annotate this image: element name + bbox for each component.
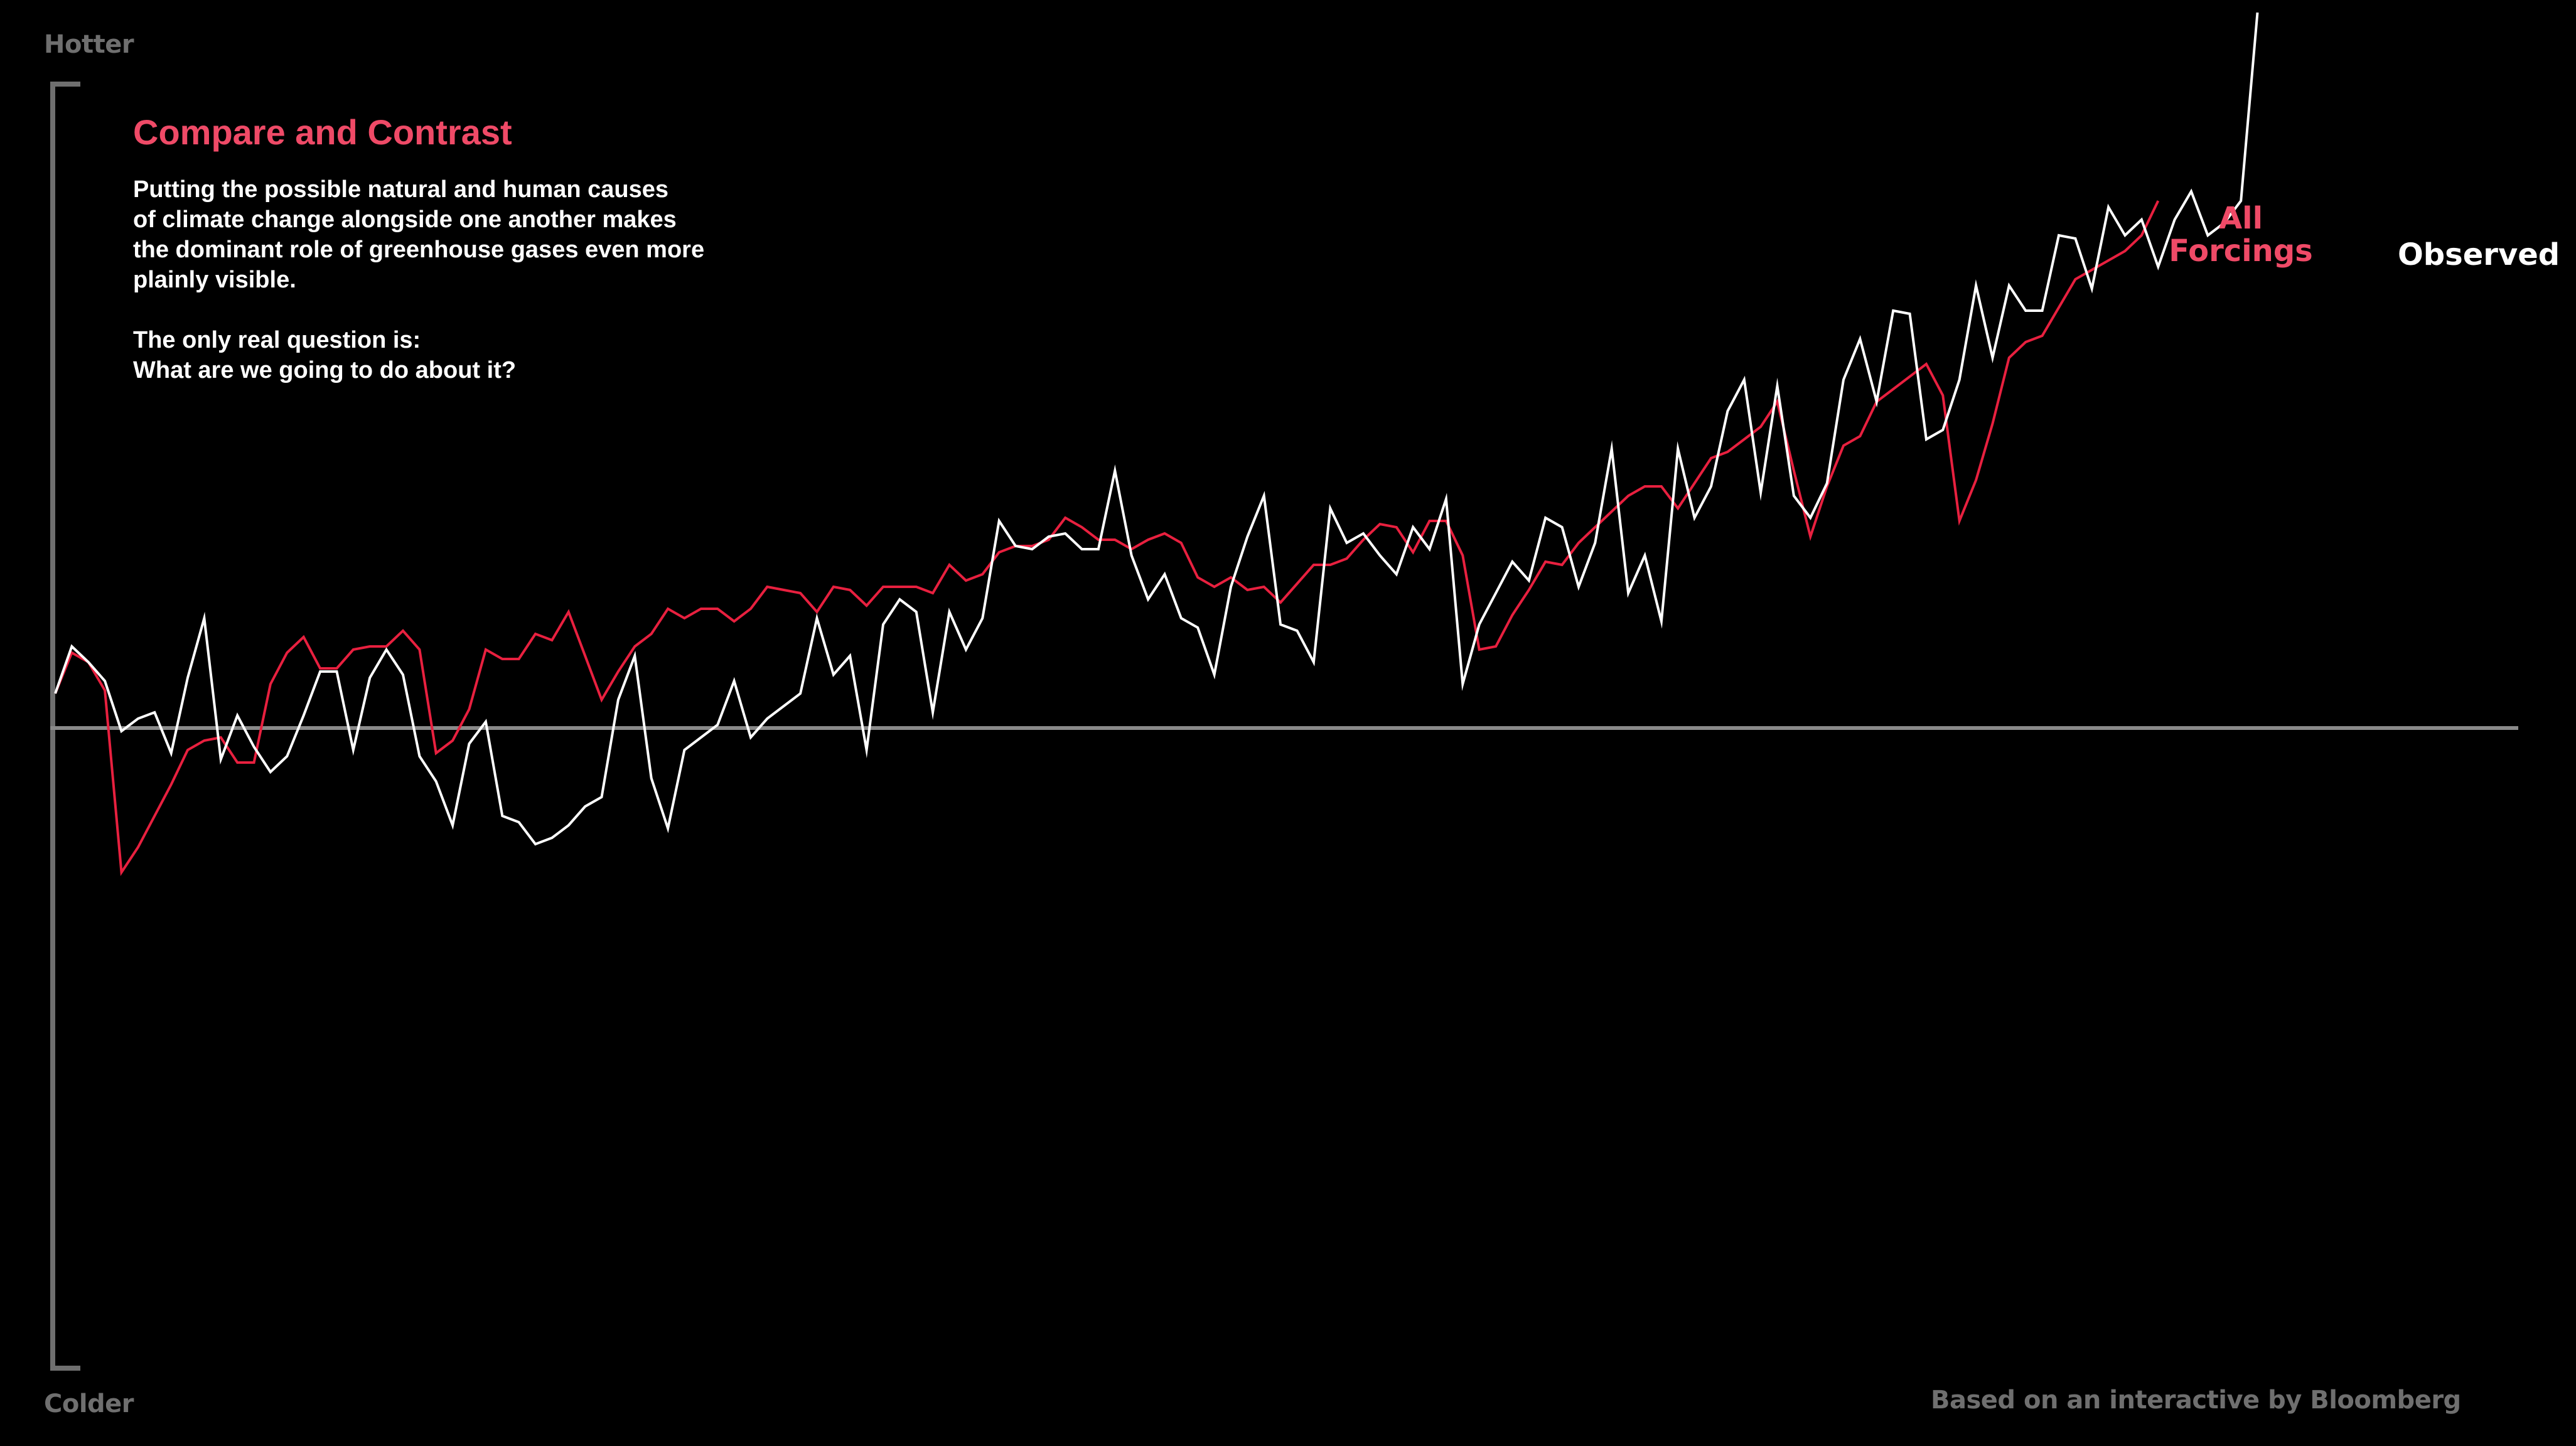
axis-label-colder: Colder [44,1390,134,1418]
question-text: The only real question is: What are we g… [133,325,516,385]
chart-title: Compare and Contrast [133,112,512,152]
series-label-line: Forcings [2169,233,2313,269]
source-credit: Based on an interactive by Bloomberg [1931,1386,2461,1415]
series-line-observed [54,12,2259,846]
description-line: plainly visible. [133,267,296,293]
description-line: Putting the possible natural and human c… [133,176,669,203]
description-text: Putting the possible natural and human c… [133,174,704,295]
description-line: the dominant role of greenhouse gases ev… [133,237,705,263]
question-line: What are we going to do about it? [133,357,517,383]
series-label-all-forcings: All Forcings [2147,202,2335,267]
question-line: The only real question is: [133,327,421,353]
series-label-line: All [2218,201,2263,236]
description-line: of climate change alongside one another … [133,206,677,233]
series-label-observed: Observed [2398,237,2560,272]
axis-label-hotter: Hotter [44,30,134,59]
series-line-all-forcings [54,200,2160,876]
